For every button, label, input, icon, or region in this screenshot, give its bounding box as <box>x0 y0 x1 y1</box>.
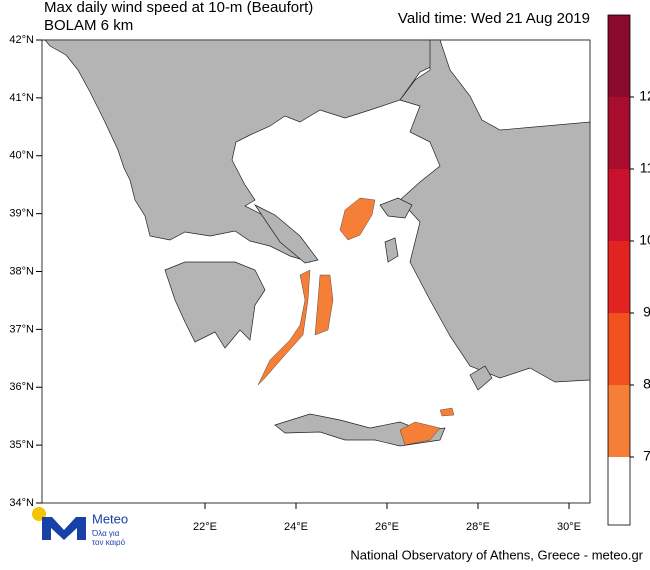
valid-time: Valid time: Wed 21 Aug 2019 <box>398 10 590 27</box>
euboea <box>253 204 319 264</box>
lat-label: 41°N <box>9 92 34 104</box>
lon-label: 26°E <box>375 521 399 533</box>
colorbar-segment <box>608 313 630 385</box>
logo-tagline: Όλα για <box>91 529 120 538</box>
colorbar-label: 7 <box>643 448 650 464</box>
colorbar-label: 10 <box>639 232 650 248</box>
lesbos <box>379 197 413 219</box>
lat-label: 37°N <box>9 323 34 335</box>
lon-label: 28°E <box>466 521 490 533</box>
colorbar-label: 9 <box>643 304 650 320</box>
colorbar-segment <box>608 241 630 313</box>
peloponnese <box>164 261 266 349</box>
chios <box>384 237 399 263</box>
lat-label: 40°N <box>9 150 34 162</box>
footer: National Observatory of Athens, Greece -… <box>350 547 643 562</box>
logo-name: Meteo <box>92 511 128 526</box>
turkey <box>399 39 591 383</box>
colorbar-segment <box>608 385 630 457</box>
colorbar-frame <box>607 14 631 526</box>
colorbar-label: 12 <box>639 88 650 104</box>
colorbar-label: 8 <box>643 376 650 392</box>
lon-label: 24°E <box>284 521 308 533</box>
lat-label: 34°N <box>9 497 34 509</box>
wind-area <box>339 197 376 241</box>
map-area <box>41 39 591 504</box>
lat-label: 39°N <box>9 208 34 220</box>
lon-label: 30°E <box>557 521 581 533</box>
lat-label: 38°N <box>9 265 34 277</box>
colorbar-segment <box>608 97 630 169</box>
subtitle: BOLAM 6 km <box>44 17 133 34</box>
lat-label: 42°N <box>9 34 34 46</box>
lat-label: 35°N <box>9 439 34 451</box>
wind-area <box>314 274 334 336</box>
colorbar-segment <box>608 15 630 97</box>
logo-tagline: τον καιρό <box>92 538 126 547</box>
title: Max daily wind speed at 10-m (Beaufort) <box>44 0 313 16</box>
lat-label: 36°N <box>9 381 34 393</box>
rhodes <box>469 365 493 391</box>
logo: Meteo Όλα για τον καιρό <box>32 507 128 547</box>
wind-area <box>257 269 311 386</box>
colorbar-segment <box>608 169 630 241</box>
wind-area <box>439 407 455 417</box>
colorbar-segment <box>608 457 630 525</box>
logo-mark <box>42 517 86 540</box>
wind-area <box>399 421 441 446</box>
lon-label: 22°E <box>193 521 217 533</box>
colorbar-label: 11 <box>640 160 650 176</box>
